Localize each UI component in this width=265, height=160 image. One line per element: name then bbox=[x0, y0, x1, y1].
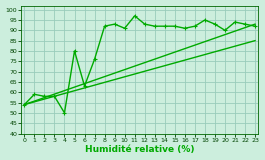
X-axis label: Humidité relative (%): Humidité relative (%) bbox=[85, 145, 195, 154]
